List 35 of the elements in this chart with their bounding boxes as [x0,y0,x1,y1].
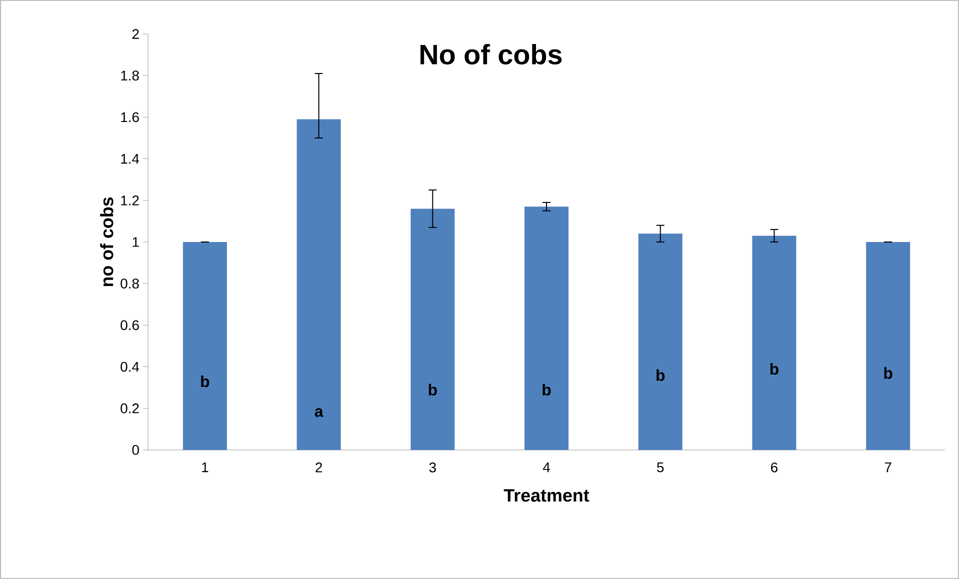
x-tick-label: 5 [657,462,664,472]
x-tick-label: 4 [542,462,550,472]
bar [524,206,569,450]
annotation: b [428,384,437,396]
bar [638,234,682,450]
x-axis-title: Treatment [504,489,590,502]
y-tick-label: 1.2 [121,196,139,206]
x-tick-label: 1 [202,462,208,472]
x-tick-label: 7 [884,462,892,472]
bar [296,119,341,450]
annotation: b [201,375,210,388]
y-axis-title: no of cobs [100,197,114,286]
annotation: a [314,408,324,417]
bar [866,242,910,450]
annotation: b [770,363,778,375]
y-tick-label: 0.4 [120,362,140,372]
y-tick-label: 1.8 [121,70,139,81]
y-tick-label: 1 [132,237,139,247]
bar [752,236,796,450]
bar [182,242,227,450]
y-tick-label: 1.6 [121,112,139,122]
annotation: b [542,384,551,396]
y-tick-label: 0.8 [120,278,139,289]
annotation: b [656,369,665,381]
x-tick-label: 2 [316,462,322,472]
y-tick-label: 1.4 [121,154,140,164]
y-tick-label: 0.6 [120,320,139,330]
y-tick-label: 0 [132,445,139,455]
annotation: b [884,367,892,379]
bar [410,208,455,450]
x-tick-label: 6 [771,462,778,472]
chart-title: No of cobs [420,44,562,64]
x-tick-label: 3 [429,462,436,472]
y-tick-label: 2 [132,29,139,39]
y-tick-label: 0.2 [120,403,139,414]
